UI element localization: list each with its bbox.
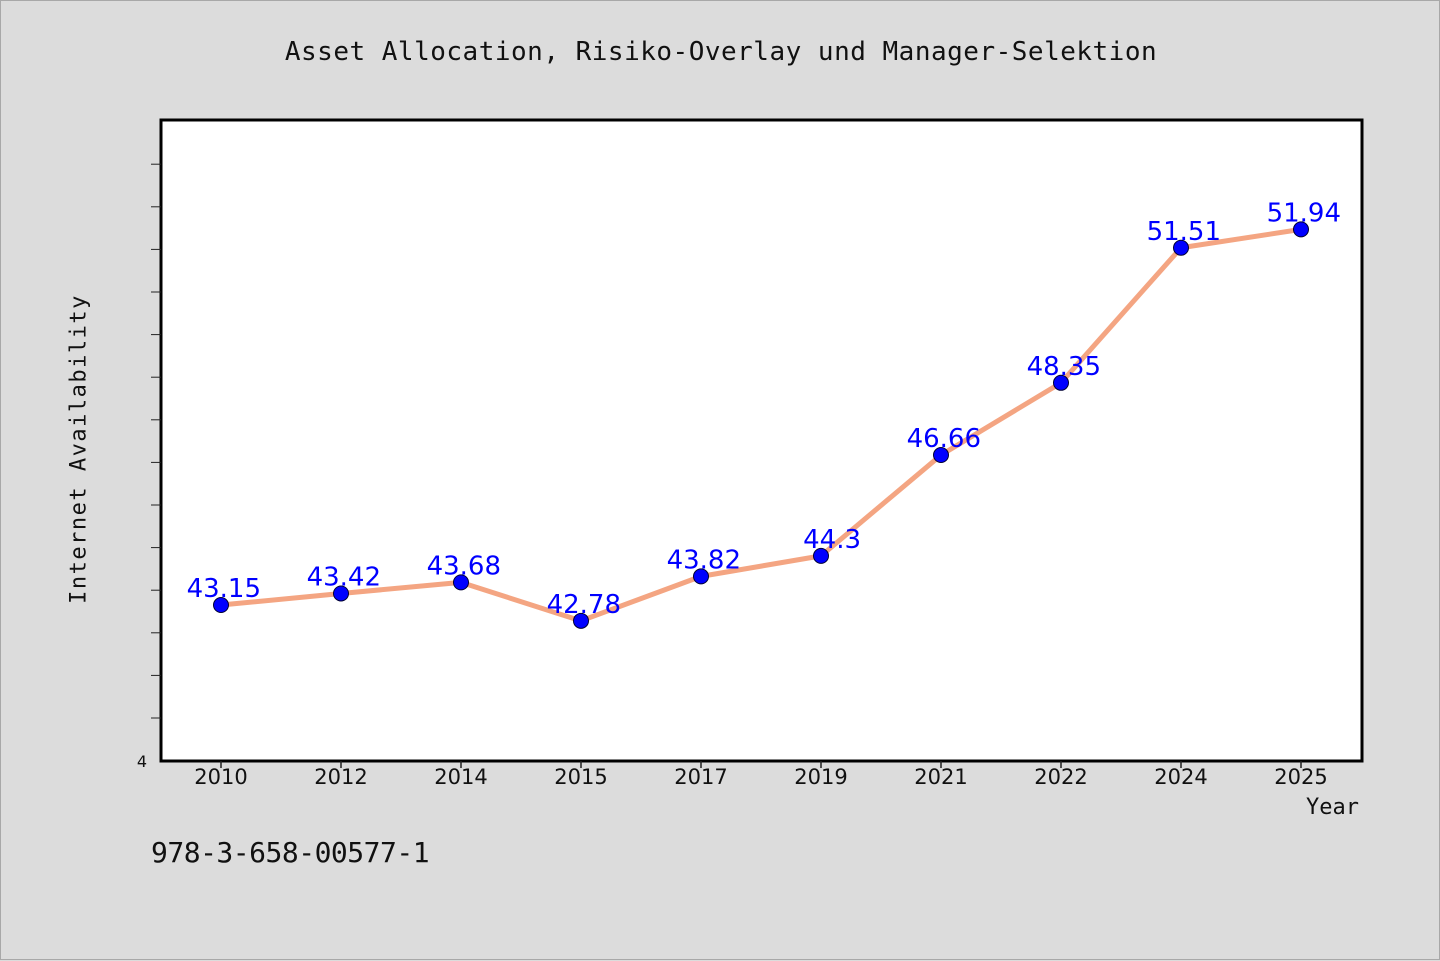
data-point — [213, 597, 229, 614]
data-label: 44.3 — [803, 525, 861, 555]
x-tick-label: 2022 — [1034, 765, 1087, 789]
x-tick-label: 2010 — [194, 765, 247, 789]
y-tick-label: 4 — [137, 752, 147, 771]
data-point — [693, 568, 709, 585]
x-tick-label: 2012 — [314, 765, 367, 789]
data-label: 43.82 — [667, 545, 741, 575]
data-point — [1293, 221, 1309, 238]
data-point — [333, 585, 349, 602]
x-tick-label: 2014 — [434, 765, 487, 789]
data-label: 43.15 — [187, 574, 261, 604]
data-point — [453, 574, 469, 591]
data-label: 48.35 — [1027, 352, 1101, 382]
data-label: 51.94 — [1267, 198, 1341, 228]
x-tick-label: 2015 — [554, 765, 607, 789]
data-point — [573, 612, 589, 629]
data-label: 43.42 — [307, 562, 381, 592]
data-label: 46.66 — [907, 424, 981, 454]
plot-area — [159, 118, 1364, 763]
chart-title: Asset Allocation, Risiko-Overlay und Man… — [284, 37, 1158, 67]
data-point — [1173, 239, 1189, 256]
data-point — [1053, 374, 1069, 391]
data-label: 42.78 — [547, 590, 621, 620]
data-label: 51.51 — [1147, 217, 1221, 247]
x-tick-label: 2021 — [914, 765, 967, 789]
x-tick-label: 2025 — [1274, 765, 1327, 789]
series-line — [218, 226, 1304, 624]
x-axis-label: Year — [1306, 795, 1359, 820]
x-tick-label: 2024 — [1154, 765, 1207, 789]
data-point — [933, 447, 949, 464]
data-point — [813, 547, 829, 564]
x-tick-label: 2017 — [674, 765, 727, 789]
x-tick-label: 2019 — [794, 765, 847, 789]
data-label: 43.68 — [427, 551, 501, 581]
footer-code: 978-3-658-00577-1 — [151, 836, 430, 869]
